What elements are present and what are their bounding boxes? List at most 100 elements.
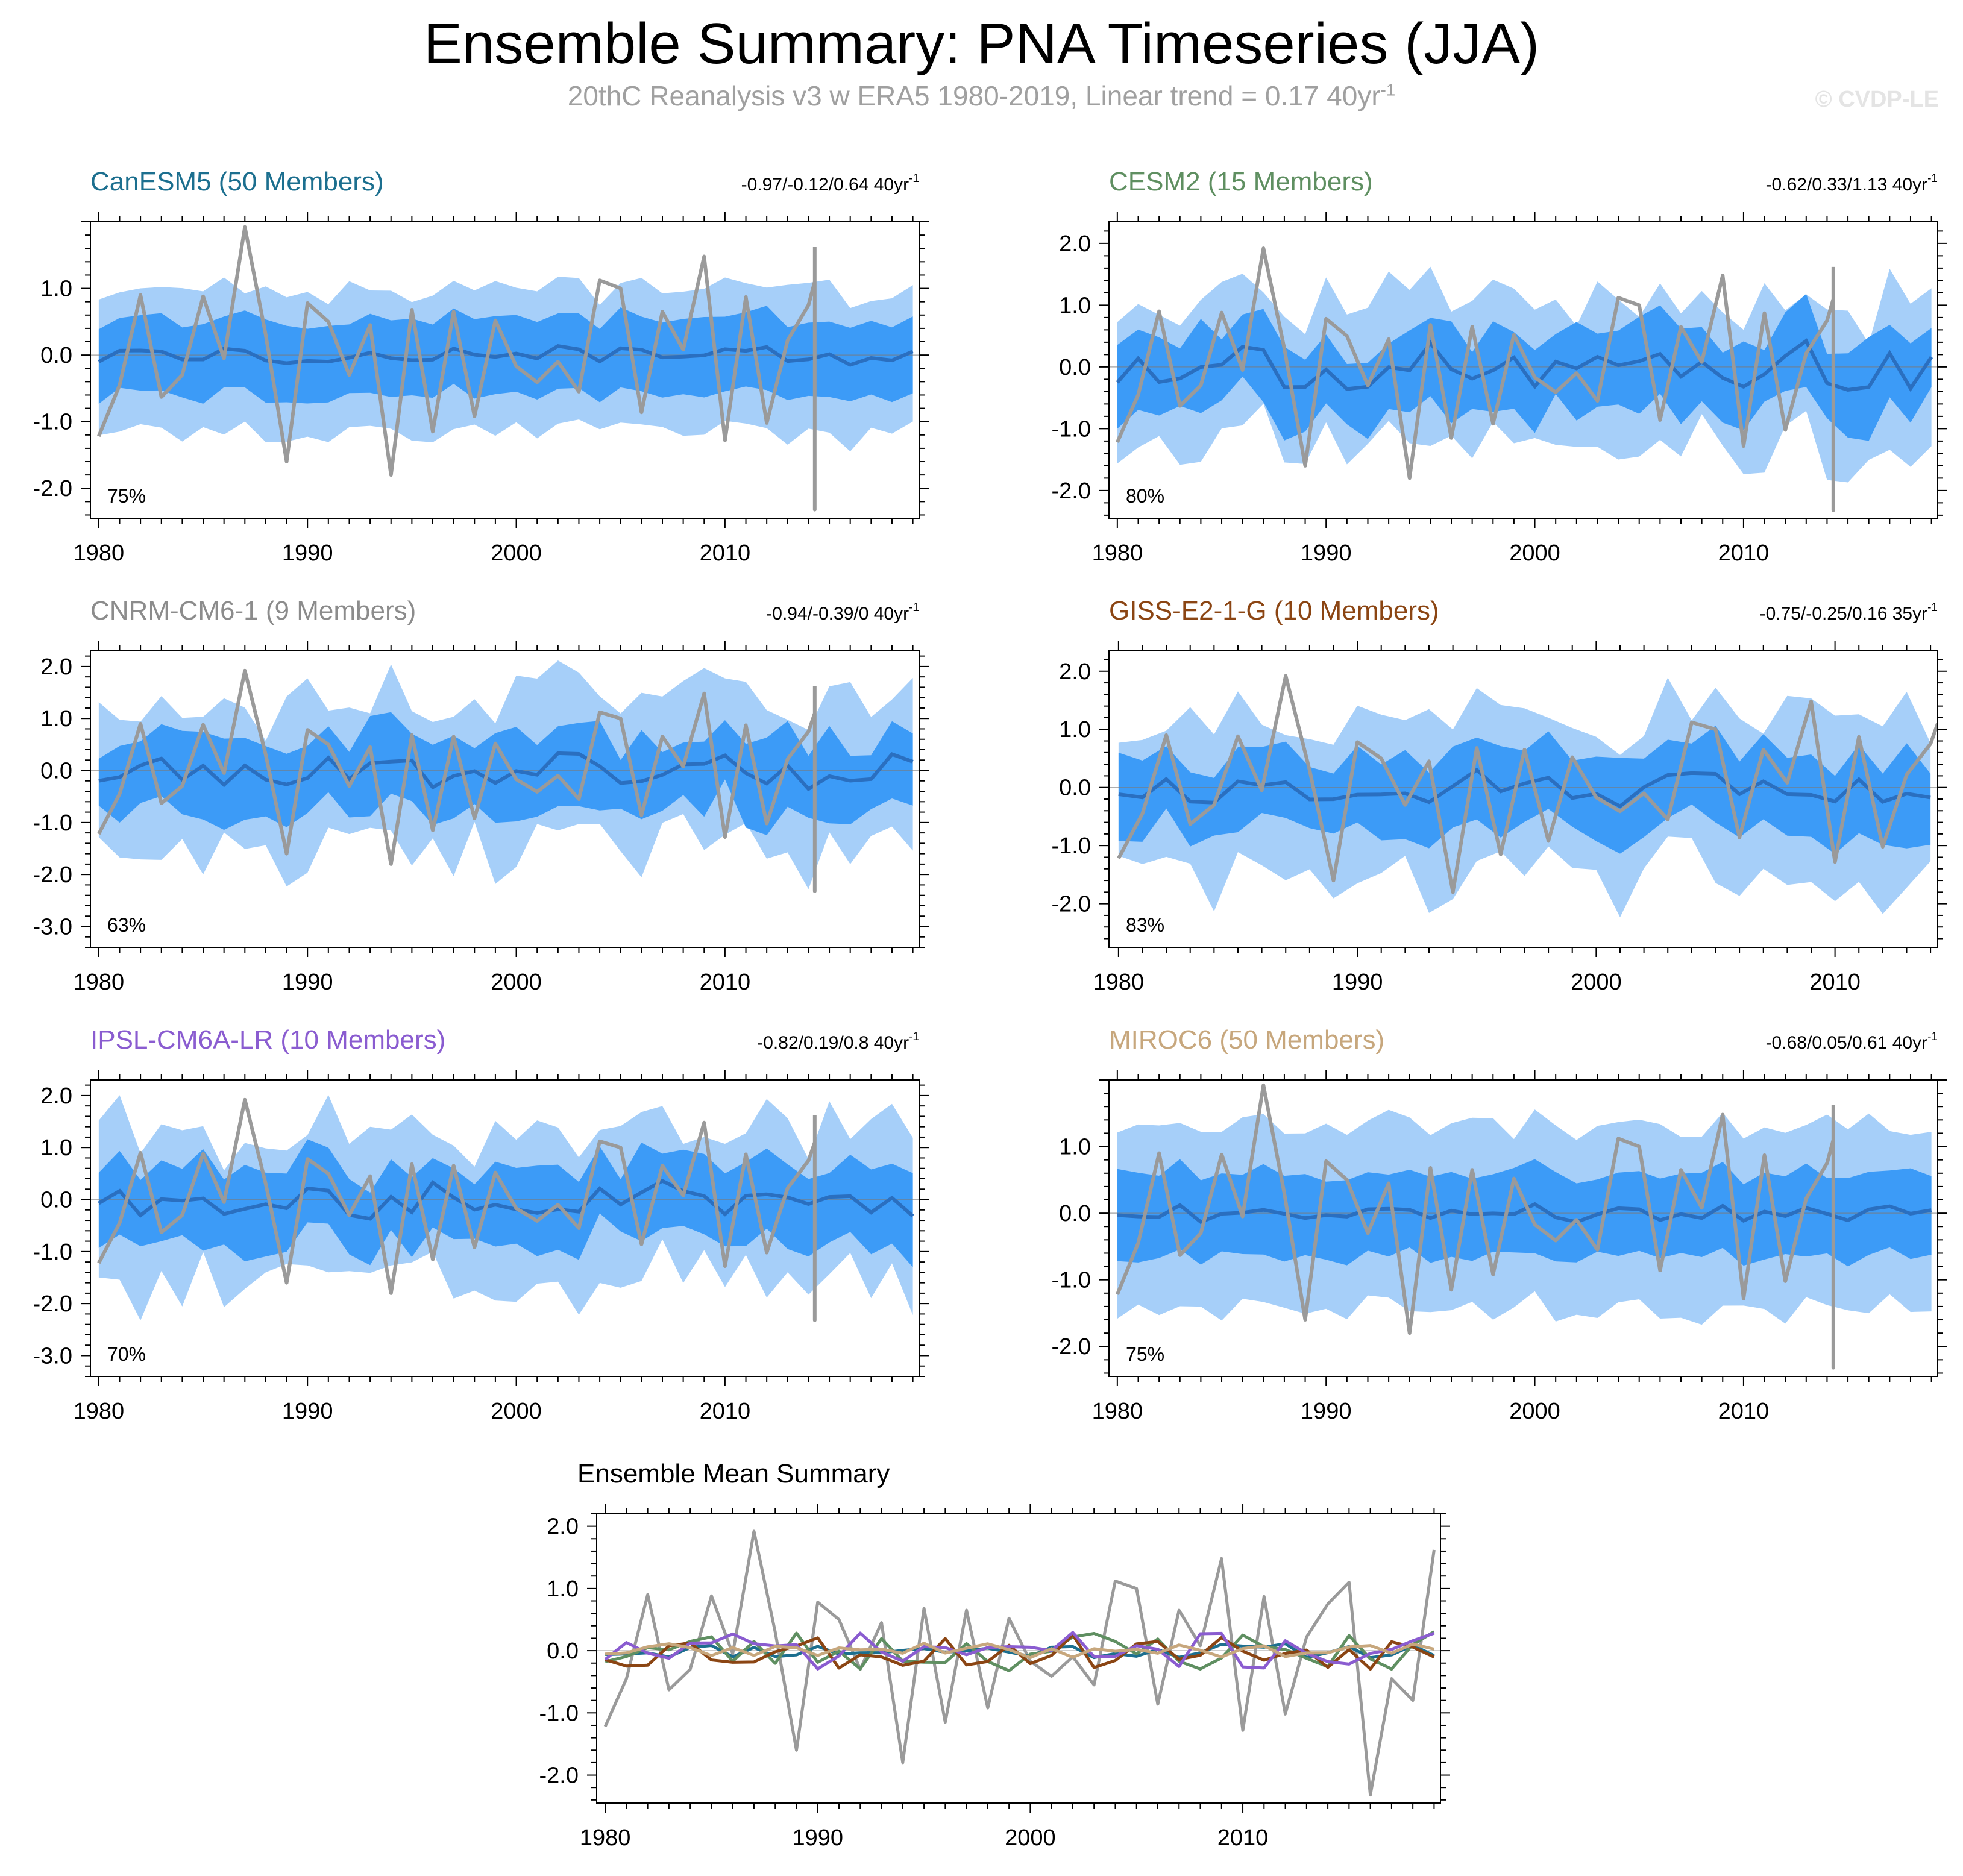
y-tick-label: 2.0 [40, 654, 72, 680]
x-tick-label: 2010 [1217, 1825, 1269, 1851]
y-tick-label: 2.0 [1059, 659, 1091, 685]
y-tick-label: 1.0 [1059, 293, 1091, 318]
inner-spread-band [1117, 293, 1932, 441]
trend-exponent: -1 [1927, 601, 1938, 614]
y-tick-label: 0.0 [1059, 1201, 1091, 1226]
trend-label: -0.75/-0.25/0.16 35yr-1 [1760, 601, 1938, 624]
percent-label: 75% [107, 485, 146, 507]
y-tick-label: -2.0 [539, 1763, 579, 1789]
y-tick-label: -1.0 [539, 1701, 579, 1726]
x-tick-label: 2010 [700, 541, 751, 566]
series-line-miroc6 [605, 1642, 1434, 1660]
plot-area [597, 1529, 1440, 1797]
trend-exponent: -1 [909, 1031, 919, 1043]
panel-title: GISS-E2-1-G (10 Members) [1109, 596, 1439, 626]
panel-miroc6: MIROC6 (50 Members) -0.68/0.05/0.61 40yr-… [1052, 1025, 1947, 1424]
page-title: Ensemble Summary: PNA Timeseries (JJA) [423, 11, 1540, 76]
y-tick-label: -2.0 [33, 862, 72, 888]
ensemble-mean-line [98, 1179, 914, 1221]
plot-frame [90, 650, 920, 948]
plot-area [90, 225, 919, 512]
y-tick-label: 1.0 [40, 706, 72, 732]
x-tick-label: 1990 [282, 970, 333, 995]
y-tick-label: 0.0 [40, 343, 72, 368]
x-tick-label: 2010 [700, 970, 751, 995]
percent-label: 80% [1126, 485, 1164, 507]
x-tick-label: 2000 [1005, 1825, 1056, 1851]
y-tick-label: -2.0 [33, 476, 72, 501]
y-tick-label: 2.0 [40, 1084, 72, 1109]
panel-title: CanESM5 (50 Members) [90, 167, 384, 196]
y-tick-label: -1.0 [33, 811, 72, 836]
ensemble-mean-line [1118, 767, 1931, 809]
y-tick-label: 0.0 [40, 1188, 72, 1213]
x-tick-label: 1990 [1301, 1399, 1352, 1424]
x-tick-label: 1980 [1093, 970, 1145, 995]
plot-area [1109, 1083, 1938, 1370]
x-tick-label: 2000 [1509, 1399, 1560, 1424]
trend-exponent: -1 [1927, 1031, 1938, 1043]
panel-giss: GISS-E2-1-G (10 Members) -0.75/-0.25/0.16… [1052, 596, 1947, 995]
x-tick-label: 2000 [1571, 970, 1622, 995]
y-tick-label: -2.0 [1052, 478, 1091, 504]
observed-line [97, 1097, 817, 1322]
y-tick-label: -1.0 [33, 410, 72, 435]
panel-title: MIROC6 (50 Members) [1109, 1025, 1384, 1055]
y-tick-label: 1.0 [40, 277, 72, 302]
y-tick-label: -2.0 [1052, 1334, 1091, 1360]
x-tick-label: 2000 [491, 541, 542, 566]
y-tick-label: -1.0 [1052, 416, 1091, 442]
observed-line [97, 225, 817, 512]
inner-spread-band [98, 1139, 913, 1267]
inner-spread-band [98, 712, 913, 835]
y-tick-label: 1.0 [1059, 1135, 1091, 1160]
panel-title: IPSL-CM6A-LR (10 Members) [90, 1025, 445, 1055]
plot-area [90, 660, 919, 893]
percent-label: 70% [107, 1343, 146, 1365]
credit-watermark: © CVDP-LE [1815, 87, 1939, 112]
observed-line [1116, 246, 1835, 512]
x-tick-label: 1990 [792, 1825, 843, 1851]
trend-exponent: -1 [909, 601, 919, 614]
x-tick-label: 2000 [491, 970, 542, 995]
y-tick-label: -2.0 [33, 1291, 72, 1317]
x-tick-label: 1990 [282, 541, 333, 566]
trend-label: -0.94/-0.39/0 40yr-1 [766, 601, 919, 624]
y-tick-label: 1.0 [1059, 717, 1091, 742]
ensemble-mean-line [98, 751, 914, 792]
trend-exponent: -1 [1927, 172, 1938, 185]
y-tick-label: 0.0 [547, 1639, 579, 1664]
panel-title: Ensemble Mean Summary [577, 1459, 890, 1489]
series-line-ipsl-cm6a-lr [604, 1631, 1435, 1671]
y-tick-label: -3.0 [33, 914, 72, 940]
subtitle: 20thC Reanalysis v3 w ERA5 1980-2019, Li… [0, 80, 1963, 112]
x-tick-label: 1990 [282, 1399, 333, 1424]
x-tick-label: 1980 [1092, 1399, 1143, 1424]
y-tick-label: -1.0 [1052, 833, 1091, 859]
y-tick-label: -2.0 [1052, 892, 1091, 917]
x-tick-label: 1990 [1332, 970, 1383, 995]
panel-ipsl: IPSL-CM6A-LR (10 Members) -0.82/0.19/0.8 … [33, 1025, 929, 1424]
x-tick-label: 1980 [74, 541, 125, 566]
panel-title: CNRM-CM6-1 (9 Members) [90, 596, 416, 626]
plot-frame [1108, 221, 1938, 519]
percent-label: 75% [1126, 1343, 1164, 1365]
subtitle-exponent: -1 [1380, 80, 1396, 99]
panel-ensemble-mean: Ensemble Mean Summary 2.0 1.0 0.0 -1.0 -2.0 19… [539, 1459, 1450, 1851]
plot-frame [90, 1079, 920, 1377]
observed-line [1116, 1083, 1835, 1370]
trend-label: -0.68/0.05/0.61 40yr-1 [1766, 1031, 1938, 1053]
x-tick-label: 2000 [491, 1399, 542, 1424]
trend-label: -0.97/-0.12/0.64 40yr-1 [741, 172, 919, 195]
panel-title: CESM2 (15 Members) [1109, 167, 1373, 196]
x-tick-label: 2010 [1718, 541, 1770, 566]
trend-exponent: -1 [909, 172, 919, 185]
x-tick-label: 2000 [1509, 541, 1560, 566]
ensemble-mean-line [98, 344, 914, 367]
y-tick-label: -1.0 [1052, 1268, 1091, 1293]
trend-label: -0.82/0.19/0.8 40yr-1 [757, 1031, 919, 1053]
plot-frame [90, 221, 920, 519]
panel-cnrm: CNRM-CM6-1 (9 Members) -0.94/-0.39/0 40yr… [33, 596, 929, 995]
y-tick-label: 0.0 [1059, 355, 1091, 380]
plot-frame [596, 1513, 1441, 1804]
